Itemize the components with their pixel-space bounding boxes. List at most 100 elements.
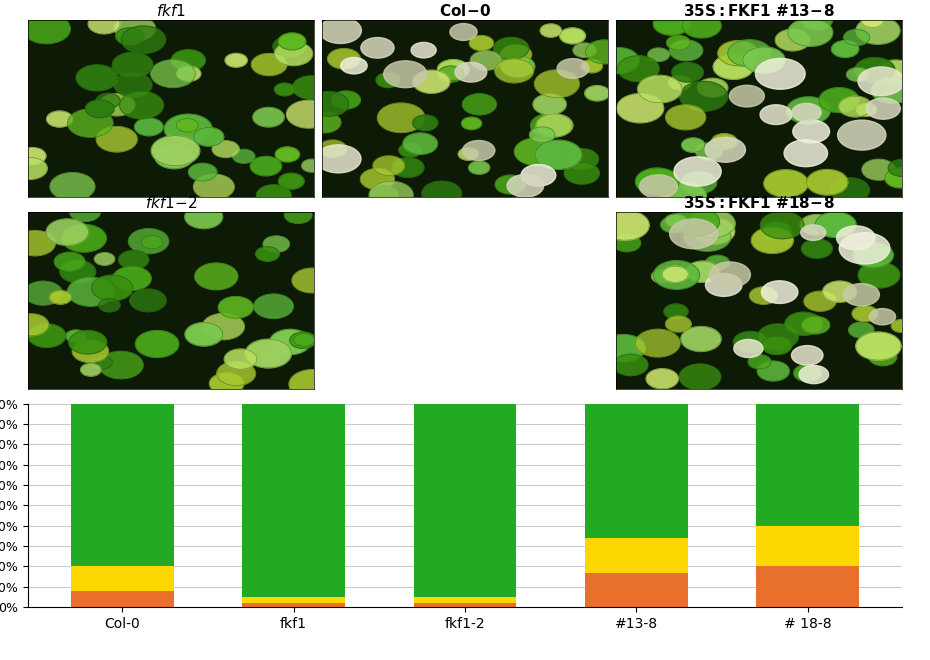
Circle shape (705, 137, 746, 162)
Circle shape (755, 59, 805, 89)
Circle shape (560, 28, 586, 44)
Circle shape (635, 168, 679, 195)
Circle shape (646, 369, 678, 389)
Circle shape (209, 373, 244, 394)
Circle shape (535, 70, 579, 98)
Circle shape (514, 138, 559, 166)
Circle shape (565, 149, 599, 169)
Circle shape (195, 263, 238, 290)
Circle shape (68, 109, 113, 137)
Circle shape (292, 268, 332, 293)
Circle shape (24, 281, 62, 305)
Circle shape (838, 120, 886, 150)
Circle shape (14, 314, 48, 336)
Circle shape (839, 233, 890, 264)
Circle shape (177, 119, 198, 132)
Circle shape (254, 294, 293, 319)
Circle shape (114, 16, 155, 41)
Circle shape (763, 222, 791, 240)
Circle shape (91, 356, 113, 369)
Circle shape (801, 225, 826, 240)
Circle shape (11, 157, 47, 180)
Circle shape (866, 98, 900, 119)
Circle shape (839, 96, 872, 117)
Circle shape (399, 143, 421, 157)
Circle shape (97, 127, 137, 152)
Circle shape (340, 57, 367, 74)
Circle shape (846, 68, 869, 81)
Circle shape (450, 24, 477, 40)
Title: $\bf{\it{fkf1}}$: $\bf{\it{fkf1}}$ (156, 3, 186, 18)
Bar (414, 404, 516, 597)
Circle shape (869, 348, 897, 366)
Circle shape (614, 354, 648, 376)
Circle shape (455, 62, 486, 82)
Circle shape (711, 134, 737, 150)
Circle shape (99, 298, 120, 312)
Circle shape (761, 212, 804, 239)
Circle shape (764, 170, 808, 197)
Circle shape (256, 247, 279, 261)
Circle shape (19, 148, 46, 164)
Circle shape (185, 323, 222, 346)
Circle shape (285, 207, 312, 224)
Circle shape (471, 51, 501, 70)
Circle shape (121, 26, 166, 53)
Circle shape (28, 324, 66, 347)
Circle shape (225, 53, 247, 67)
Circle shape (830, 178, 870, 202)
Circle shape (369, 182, 413, 209)
Circle shape (294, 333, 314, 346)
Circle shape (22, 14, 71, 44)
Circle shape (290, 332, 316, 348)
Circle shape (361, 168, 394, 189)
Circle shape (212, 141, 239, 158)
Circle shape (73, 340, 109, 362)
Circle shape (671, 63, 703, 82)
Circle shape (617, 94, 664, 123)
Circle shape (680, 81, 728, 111)
Circle shape (309, 92, 349, 116)
Circle shape (713, 54, 753, 79)
Circle shape (654, 13, 690, 35)
Circle shape (470, 36, 494, 51)
Circle shape (100, 94, 135, 115)
Bar (71, 404, 174, 566)
Circle shape (667, 36, 690, 50)
Circle shape (800, 214, 833, 235)
Circle shape (749, 355, 771, 369)
Circle shape (618, 56, 659, 81)
Circle shape (373, 156, 405, 176)
Bar (242, 603, 345, 607)
Circle shape (66, 330, 86, 343)
Circle shape (750, 287, 777, 304)
Circle shape (669, 76, 691, 90)
Circle shape (272, 36, 306, 57)
Circle shape (500, 45, 532, 64)
Circle shape (49, 290, 72, 304)
Circle shape (791, 346, 823, 365)
Circle shape (500, 56, 535, 77)
Circle shape (679, 364, 721, 390)
Bar (414, 603, 516, 607)
Circle shape (586, 40, 624, 64)
Circle shape (413, 115, 438, 131)
Circle shape (119, 251, 149, 269)
Circle shape (648, 48, 670, 61)
Circle shape (193, 127, 224, 146)
Circle shape (856, 17, 900, 44)
Circle shape (151, 60, 195, 87)
Circle shape (855, 57, 895, 82)
Circle shape (870, 308, 896, 325)
Circle shape (413, 70, 450, 93)
Circle shape (792, 120, 830, 143)
Circle shape (849, 322, 874, 338)
Circle shape (257, 185, 291, 207)
Circle shape (662, 266, 688, 282)
Circle shape (638, 75, 682, 103)
Circle shape (613, 234, 641, 251)
Circle shape (837, 226, 875, 249)
Bar (242, 404, 345, 597)
Title: $\bf{\it{fkf1}}$$\bf{\it{-2}}$: $\bf{\it{fkf1}}$$\bf{\it{-2}}$ (145, 195, 197, 211)
Circle shape (113, 73, 152, 97)
